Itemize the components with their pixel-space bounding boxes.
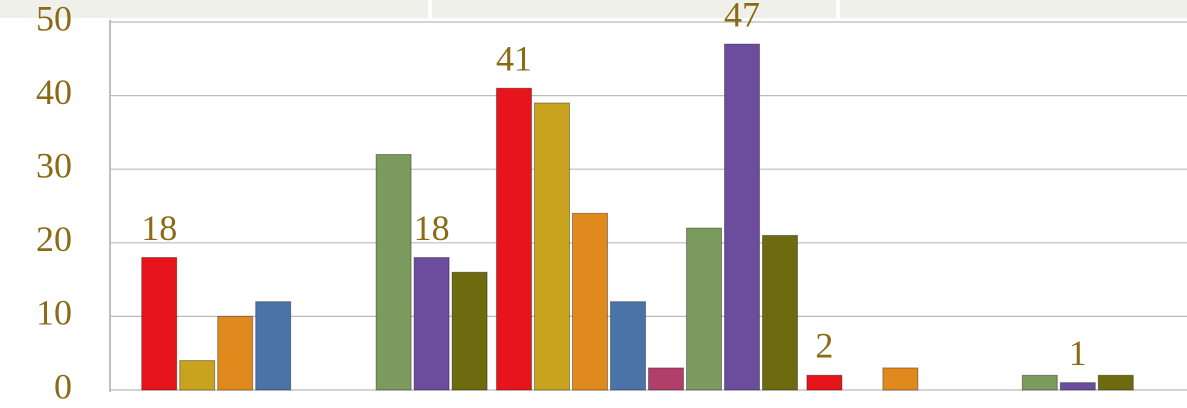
bar — [413, 257, 450, 391]
header-divider — [836, 0, 840, 18]
bar — [648, 367, 684, 391]
bar — [724, 43, 760, 391]
bar — [1097, 374, 1134, 391]
bar — [496, 87, 532, 391]
bar — [806, 374, 843, 391]
bar — [610, 301, 646, 391]
bar — [375, 153, 412, 391]
data-label: 18 — [414, 208, 450, 248]
bar — [141, 257, 178, 391]
y-tick-label: 40 — [36, 72, 72, 112]
y-tick-label: 50 — [36, 0, 72, 38]
bar — [1059, 382, 1096, 391]
data-label: 47 — [724, 0, 760, 34]
data-label: 1 — [1069, 333, 1087, 373]
bar — [179, 360, 216, 391]
bar — [882, 367, 919, 391]
y-tick-label: 0 — [54, 366, 72, 406]
bar — [534, 102, 570, 391]
bar — [451, 271, 488, 391]
header-divider — [428, 0, 432, 18]
data-label: 18 — [141, 208, 177, 248]
bar — [572, 212, 608, 391]
data-label: 2 — [815, 326, 833, 366]
bar — [255, 301, 292, 391]
y-tick-label: 20 — [36, 219, 72, 259]
header-band — [0, 0, 1187, 18]
bar — [762, 234, 798, 391]
data-label: 41 — [496, 39, 532, 79]
y-tick-label: 10 — [36, 293, 72, 333]
y-tick-label: 30 — [36, 145, 72, 185]
bar — [1021, 374, 1058, 391]
bar — [217, 315, 254, 391]
bar — [686, 227, 722, 391]
